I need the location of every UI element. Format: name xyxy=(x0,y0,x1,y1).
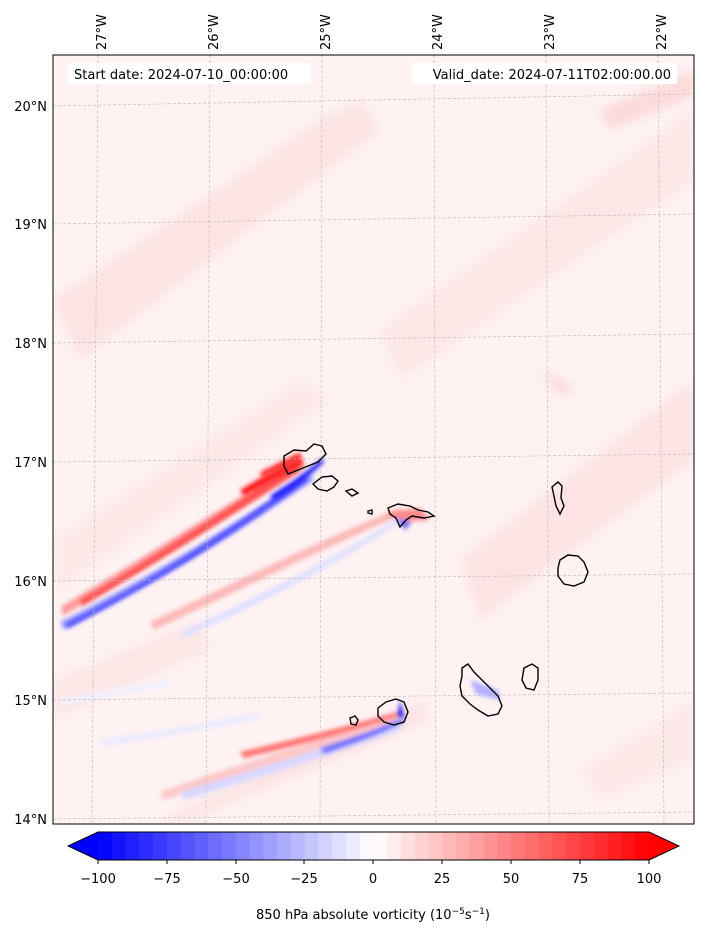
colorbar-step xyxy=(469,832,485,860)
map-frame xyxy=(52,54,695,825)
latitude-labels: 20°N 19°N 18°N 17°N 16°N 15°N 14°N xyxy=(14,100,47,828)
lat-label: 18°N xyxy=(14,337,47,352)
colorbar-step xyxy=(456,832,471,860)
colorbar-step xyxy=(580,832,595,860)
colorbar-steps xyxy=(98,832,650,860)
cb-tick-label: 75 xyxy=(572,872,589,887)
valid-date-box xyxy=(411,63,677,84)
valid-date-label: Valid_date: 2024-07-11T02:00:00.00 xyxy=(433,68,671,83)
colorbar-step xyxy=(345,832,361,860)
island-sao-nicolau xyxy=(387,503,436,529)
colorbar-step xyxy=(111,832,126,860)
island-santa-luzia xyxy=(344,488,360,497)
island-boa-vista xyxy=(557,554,589,587)
island-raso xyxy=(367,509,373,515)
lat-label: 20°N xyxy=(14,100,47,115)
colorbar-step xyxy=(552,832,567,860)
colorbar-step xyxy=(249,832,264,860)
island-brava xyxy=(349,715,359,726)
longitude-labels: 27°W 26°W 25°W 24°W 23°W 22°W xyxy=(95,14,670,50)
colorbar: −100 −75 −50 −25 0 25 50 75 100 850 hPa … xyxy=(66,831,681,923)
island-santo-antao xyxy=(283,443,327,475)
colorbar-step xyxy=(359,832,374,860)
lon-label: 23°W xyxy=(543,14,558,50)
lat-label: 19°N xyxy=(14,218,47,233)
vorticity-field xyxy=(53,55,694,824)
lat-label: 16°N xyxy=(14,575,47,590)
colorbar-step xyxy=(304,832,319,860)
cb-tick-label: 0 xyxy=(369,872,377,887)
island-maio xyxy=(521,663,539,691)
cb-tick-label: −25 xyxy=(290,872,317,887)
start-date-box xyxy=(68,63,311,84)
colorbar-step xyxy=(166,832,182,860)
lon-label: 25°W xyxy=(319,14,334,50)
colorbar-step xyxy=(428,832,443,860)
colorbar-step xyxy=(635,832,650,860)
cb-tick-label: −100 xyxy=(80,872,116,887)
colorbar-step xyxy=(290,832,306,860)
colorbar-step xyxy=(442,832,457,860)
cb-tick-label: −75 xyxy=(153,872,180,887)
colorbar-step xyxy=(401,832,416,860)
colorbar-step xyxy=(180,832,195,860)
colorbar-step xyxy=(318,832,333,860)
wake-boa-vista xyxy=(398,680,500,718)
start-date-label: Start date: 2024-07-10_00:00:00 xyxy=(74,68,288,83)
lon-label: 26°W xyxy=(207,14,222,50)
lat-label: 15°N xyxy=(14,694,47,709)
colorbar-step xyxy=(511,832,526,860)
colorbar-step xyxy=(139,832,154,860)
colorbar-step xyxy=(221,832,237,860)
colorbar-step xyxy=(194,832,209,860)
lat-label: 17°N xyxy=(14,456,47,471)
lon-label: 22°W xyxy=(655,14,670,50)
colorbar-label: 850 hPa absolute vorticity (10−5s−1) xyxy=(256,907,490,923)
colorbar-step xyxy=(263,832,278,860)
colorbar-extend-max xyxy=(649,832,679,860)
island-sao-vicente xyxy=(311,475,339,492)
cb-tick-label: 50 xyxy=(503,872,520,887)
colorbar-step xyxy=(538,832,553,860)
colorbar-step xyxy=(125,832,140,860)
colorbar-step xyxy=(621,832,636,860)
lat-label: 14°N xyxy=(14,813,47,828)
wake-santo-antao xyxy=(60,452,324,630)
cb-tick-label: 25 xyxy=(434,872,451,887)
colorbar-step xyxy=(566,832,581,860)
colorbar-step xyxy=(373,832,388,860)
background-field xyxy=(53,55,694,824)
colorbar-step xyxy=(593,832,609,860)
colorbar-step xyxy=(483,832,498,860)
colorbar-step xyxy=(277,832,292,860)
colorbar-step xyxy=(607,832,622,860)
colorbar-step xyxy=(98,832,113,860)
colorbar-step xyxy=(414,832,429,860)
colorbar-step xyxy=(525,832,540,860)
colorbar-extend-min xyxy=(68,832,98,860)
colorbar-step xyxy=(235,832,250,860)
gridlines xyxy=(53,55,694,824)
lon-label: 27°W xyxy=(95,14,110,50)
colorbar-ticks xyxy=(97,860,650,864)
colorbar-step xyxy=(497,832,512,860)
colorbar-step xyxy=(153,832,168,860)
lon-label: 24°W xyxy=(431,14,446,50)
cb-tick-label: −50 xyxy=(222,872,249,887)
colorbar-tick-labels: −100 −75 −50 −25 0 25 50 75 100 xyxy=(80,872,661,887)
island-fogo xyxy=(377,698,409,726)
coastlines xyxy=(283,443,589,726)
cb-tick-label: 100 xyxy=(637,872,662,887)
colorbar-step xyxy=(332,832,347,860)
wake-fogo xyxy=(60,680,404,800)
island-santiago xyxy=(459,663,503,717)
island-sal xyxy=(551,481,565,516)
colorbar-step xyxy=(387,832,402,860)
colorbar-step xyxy=(208,832,223,860)
